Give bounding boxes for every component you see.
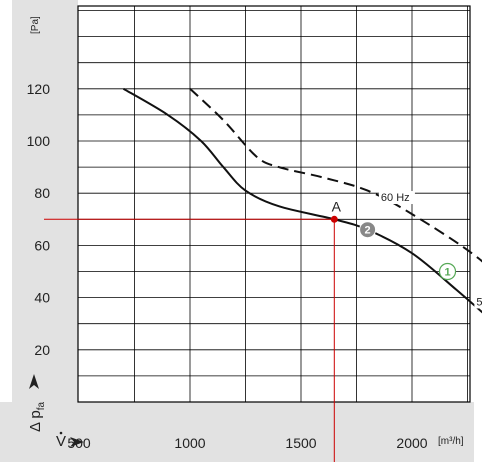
marker-circle [438,262,457,281]
marker-circle [359,221,377,239]
x-axis-symbol-dot [59,431,63,435]
y-tick-label: 20 [34,342,50,358]
y-tick-label: 80 [34,185,50,201]
marker-label: 2 [365,225,371,237]
operating-point-label: A [332,198,342,214]
y-axis-symbol: Δ pfa [27,402,47,432]
y-axis-arrow-icon [29,374,39,389]
x-tick-label: 2000 [396,435,427,451]
reference-lines [44,218,335,462]
x-tick-label: 1000 [174,435,205,451]
marker-label: 1 [444,267,450,279]
operating-point [330,215,338,223]
y-tick-label: 60 [34,237,50,253]
labels: 2040608010012050010001500200025003000[Pa… [27,16,482,451]
y-unit-label: [Pa] [30,16,41,34]
series-label: 50 Hz [476,296,482,308]
series-label-bg [378,191,415,205]
series-label-bg [474,295,482,309]
markers: 211 [330,215,457,281]
y-tick-label: 100 [27,133,51,149]
y-axis-band [12,0,78,442]
x-axis-symbol: V [56,433,66,450]
x-unit-label: [m³/h] [438,436,464,447]
y-tick-label: 40 [34,290,50,306]
y-tick-label: 120 [27,81,51,97]
series-line-50-hz [122,87,482,314]
x-axis-band [0,402,474,462]
x-axis-arrow-icon [70,437,84,447]
x-tick-label: 1500 [285,435,316,451]
series-label: 60 Hz [381,192,410,204]
